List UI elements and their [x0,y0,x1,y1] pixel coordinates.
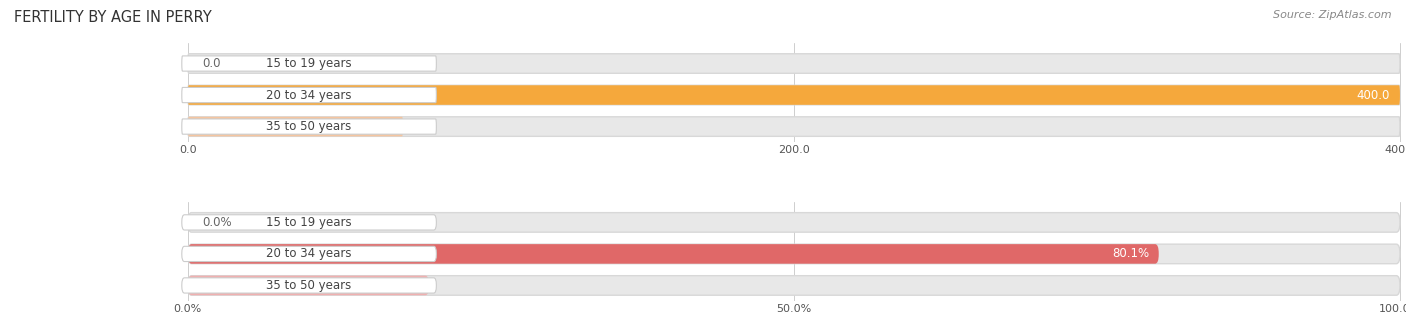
Text: 15 to 19 years: 15 to 19 years [266,57,352,70]
FancyBboxPatch shape [188,213,1400,232]
FancyBboxPatch shape [188,244,1159,264]
FancyBboxPatch shape [181,246,436,261]
FancyBboxPatch shape [188,54,1400,73]
Text: 71.0: 71.0 [367,120,394,133]
FancyBboxPatch shape [181,215,436,230]
FancyBboxPatch shape [188,244,1400,264]
Text: 19.9%: 19.9% [382,279,419,292]
FancyBboxPatch shape [181,56,436,71]
FancyBboxPatch shape [181,119,436,134]
Text: 15 to 19 years: 15 to 19 years [266,216,352,229]
FancyBboxPatch shape [188,276,1400,295]
FancyBboxPatch shape [188,117,404,136]
FancyBboxPatch shape [188,276,429,295]
FancyBboxPatch shape [181,87,436,103]
Text: FERTILITY BY AGE IN PERRY: FERTILITY BY AGE IN PERRY [14,10,212,25]
Text: 20 to 34 years: 20 to 34 years [266,89,352,102]
Text: 20 to 34 years: 20 to 34 years [266,248,352,260]
Text: Source: ZipAtlas.com: Source: ZipAtlas.com [1274,10,1392,20]
Text: 400.0: 400.0 [1357,89,1391,102]
Text: 0.0%: 0.0% [202,216,232,229]
FancyBboxPatch shape [188,117,1400,136]
Text: 0.0: 0.0 [202,57,221,70]
Text: 35 to 50 years: 35 to 50 years [267,279,352,292]
FancyBboxPatch shape [188,85,1400,105]
FancyBboxPatch shape [188,85,1400,105]
Text: 80.1%: 80.1% [1112,248,1149,260]
Text: 35 to 50 years: 35 to 50 years [267,120,352,133]
FancyBboxPatch shape [181,278,436,293]
